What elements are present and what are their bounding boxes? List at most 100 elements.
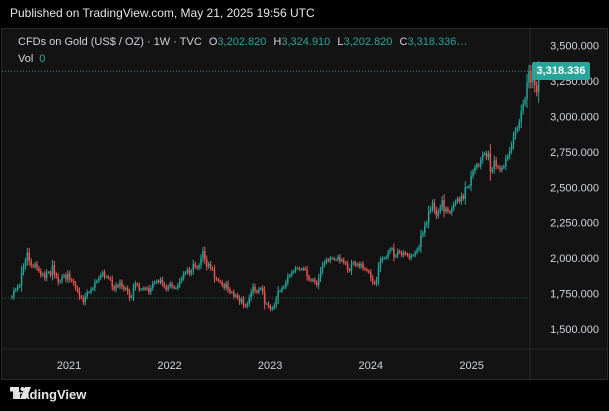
candle-body [250,292,252,298]
candle-body [526,82,528,100]
candle-body [182,273,185,279]
candle-body [225,283,227,288]
candle-body [121,282,123,287]
candle-body [516,127,519,131]
candle-body [148,287,150,293]
open-label: O [208,36,218,48]
y-tick-label: 2,750.000 [550,147,599,159]
candle-body [323,262,326,266]
symbol-label[interactable]: CFDs on Gold (US$ / OZ) · 1W · TVC [18,36,202,48]
x-tick-label: 2025 [459,360,483,372]
candle-body [375,279,378,284]
candle-body [134,283,137,288]
candle-body [240,299,243,303]
x-tick-label: 2021 [57,360,81,372]
candle-body [252,286,254,293]
candle-body [354,262,357,266]
candle-body [132,287,135,297]
candle-body [288,275,291,277]
candle-body [51,265,54,276]
candle-body [57,276,59,283]
candle-body [470,175,472,186]
candle-body [524,99,526,104]
high-value: 3,324.910 [281,36,331,48]
last-price-badge: 3,318.336 [532,62,590,81]
candle-body [304,268,306,270]
candle-body [456,198,459,202]
plot-background [2,29,607,379]
candle-body [366,269,368,271]
candle-body [28,252,31,262]
candle-body [310,279,312,281]
candle-body [425,222,428,226]
candle-body [190,270,193,274]
tradingview-logo-icon [10,387,31,399]
candle-body [171,283,173,287]
candle-body [76,287,79,291]
candlestick-chart[interactable]: 1,500.000 1,750.000 2,000.000 2,250.000 2,50… [2,29,607,379]
candle-body [40,270,42,276]
candle-body [53,265,56,274]
candle-body [169,283,171,287]
candle-body [11,296,13,298]
candle-body [499,167,501,171]
candle-body [406,253,409,256]
candle-body [219,280,222,283]
candle-body [13,290,15,297]
candle-body [379,261,382,269]
candle-body [319,270,322,279]
candle-body [391,248,393,250]
candle-body [152,283,154,288]
candle-body [101,272,104,276]
close-label: C [399,36,408,48]
candle-body [275,299,277,305]
chart-area[interactable]: 1,500.000 1,750.000 2,000.000 2,250.000 2,50… [1,28,608,380]
candle-body [144,287,146,290]
candle-body [254,286,256,291]
candle-body [61,276,63,281]
candle-body [192,263,195,271]
candle-body [414,252,416,256]
y-tick-label: 3,500.000 [550,41,599,53]
candle-body [506,156,509,159]
candle-body [308,276,310,280]
y-tick-label: 1,500.000 [550,324,599,336]
candle-body [233,292,235,297]
candle-body [435,209,438,216]
candle-body [113,286,115,290]
candle-body [200,258,202,266]
candle-body [109,278,112,280]
candle-body [360,263,362,267]
candle-body [381,258,384,262]
candle-body [198,265,200,269]
candle-body [294,268,297,271]
candle-body [140,289,142,291]
candle-body [207,263,210,267]
candle-body [383,258,386,260]
candle-body [495,160,497,167]
candle-body [402,252,405,256]
candle-body [34,263,36,267]
candle-body [292,270,295,273]
candle-body [265,303,268,305]
candle-body [221,282,223,286]
candle-body [86,292,88,297]
candle-body [429,208,432,212]
candle-body [47,272,50,274]
candle-body [167,286,169,290]
candle-body [341,259,343,262]
candle-body [69,273,71,280]
tradingview-brand[interactable]: TradingView [10,387,86,402]
candle-body [296,268,299,270]
candle-body [111,279,113,287]
candle-body [302,268,304,270]
candle-body [90,289,92,293]
candle-body [337,256,339,260]
x-tick-label: 2024 [359,360,383,372]
candle-body [211,268,214,270]
candle-body [493,160,495,169]
low-label: L [337,36,344,48]
candle-body [329,258,332,262]
candle-body [16,286,19,290]
candle-body [449,211,451,213]
